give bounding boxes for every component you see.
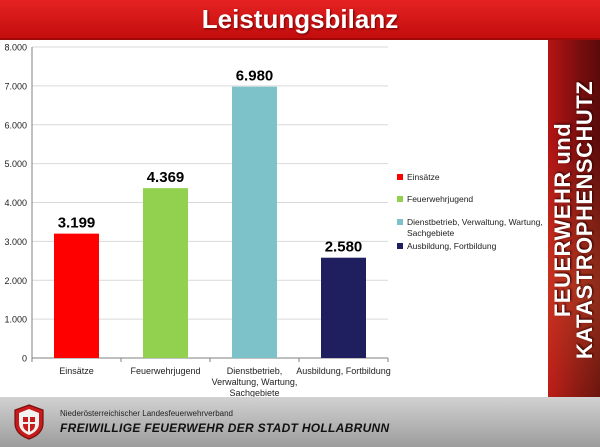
y-tick-label: 4.000: [4, 198, 27, 208]
legend-swatch: [397, 174, 403, 180]
legend-label: Sachgebiete: [407, 228, 455, 238]
banner-glow: [548, 40, 600, 397]
bar-value-label: 2.580: [325, 239, 363, 256]
bar: [143, 188, 188, 358]
legend-swatch: [397, 196, 403, 202]
x-tick-label: Dienstbetrieb,: [227, 366, 283, 376]
y-tick-label: 8.000: [4, 43, 27, 53]
x-tick-label: Sachgebiete: [229, 388, 279, 397]
legend-label: Feuerwehrjugend: [407, 194, 473, 204]
footer: Niederösterreichischer Landesfeuerwehrve…: [0, 397, 600, 447]
legend-swatch: [397, 219, 403, 225]
chart-frame: 0 1.000 2.000 3.000 4.000 5.000 6.000 7.000 8.00…: [0, 40, 549, 397]
bar-value-label: 3.199: [58, 215, 96, 232]
page-title: Leistungsbilanz: [201, 4, 399, 34]
legend-label: Einsätze: [407, 172, 440, 182]
side-banner-text: FEUERWEHR und KATASTROPHENSCHUTZ: [550, 80, 597, 360]
footer-organization: Niederösterreichischer Landesfeuerwehrve…: [60, 409, 233, 418]
legend-swatch: [397, 243, 403, 249]
y-tick-label: 2.000: [4, 276, 27, 286]
y-tick-label: 1.000: [4, 315, 27, 325]
bar: [232, 86, 277, 358]
x-tick-label: Verwaltung, Wartung,: [212, 377, 298, 387]
footer-brigade-name: FREIWILLIGE FEUERWEHR DER STADT HOLLABRU…: [60, 421, 390, 435]
y-tick-label: 7.000: [4, 81, 27, 91]
y-tick-label: 0: [22, 354, 27, 364]
y-tick-label: 5.000: [4, 159, 27, 169]
side-banner-line1: FEUERWEHR und: [550, 122, 575, 318]
fire-brigade-emblem-icon: [14, 404, 44, 440]
side-banner: FEUERWEHR und KATASTROPHENSCHUTZ: [548, 40, 600, 397]
bar: [321, 257, 366, 358]
y-tick-label: 6.000: [4, 120, 27, 130]
side-banner-line2: KATASTROPHENSCHUTZ: [572, 80, 597, 360]
x-tick-label: Ausbildung, Fortbildung: [296, 366, 391, 376]
bar-value-label: 4.369: [147, 169, 185, 186]
legend-label: Ausbildung, Fortbildung: [407, 241, 497, 251]
bar-chart: 0 1.000 2.000 3.000 4.000 5.000 6.000 7.000 8.00…: [4, 43, 543, 398]
x-tick-label: Feuerwehrjugend: [130, 366, 200, 376]
title-bar: [0, 0, 600, 40]
y-tick-label: 3.000: [4, 237, 27, 247]
bar: [54, 233, 99, 358]
legend-label: Dienstbetrieb, Verwaltung, Wartung,: [407, 217, 543, 227]
x-tick-label: Einsätze: [59, 366, 94, 376]
bar-value-label: 6.980: [236, 68, 274, 85]
